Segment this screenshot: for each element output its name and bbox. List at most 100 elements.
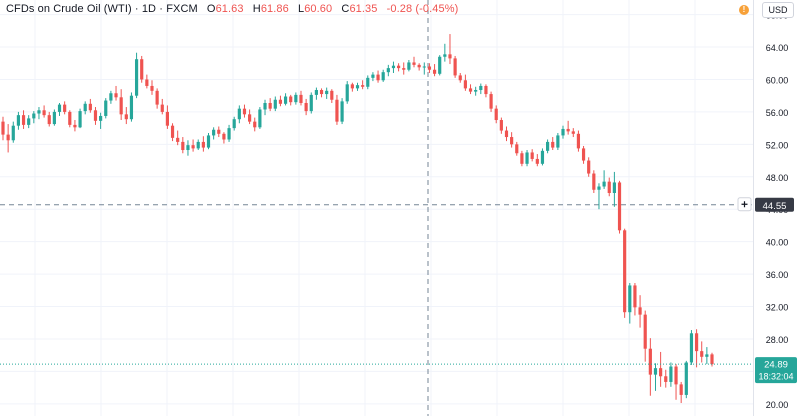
candle-body (546, 141, 550, 151)
crosshair-price-tag (755, 197, 794, 212)
candle-body (32, 113, 36, 119)
candle-body (381, 72, 385, 81)
candle-body (566, 128, 570, 132)
interval-label[interactable]: 1D (141, 3, 157, 15)
candle-body (648, 348, 652, 375)
last-price-tag (755, 357, 797, 384)
candle-body (653, 368, 658, 375)
candle-body (623, 230, 627, 313)
candle-body (283, 96, 288, 104)
candle-body (150, 85, 154, 91)
crosshair-price-label: 44.55 (763, 201, 787, 212)
candle-body (73, 124, 77, 128)
candle-body (489, 94, 493, 109)
symbol-legend: CFDs on Crude Oil (WTI) · 1D · FXCM O61.… (6, 3, 459, 15)
candle-body (535, 158, 539, 164)
y-tick-label: 64.00 (766, 43, 789, 53)
candle-body (294, 94, 298, 103)
candle-body (366, 77, 370, 87)
candle-body (212, 129, 216, 136)
candle-body (63, 104, 67, 112)
y-tick-label: 36.00 (766, 270, 789, 280)
bar-countdown-label: 18:32:04 (758, 372, 793, 382)
candle-body (6, 134, 10, 141)
exclamation-icon[interactable]: ! (739, 5, 749, 15)
candle-body (21, 115, 26, 125)
candle-body (397, 65, 401, 69)
candle-body (463, 80, 467, 89)
candle-body (710, 354, 714, 365)
candle-body (145, 79, 149, 86)
candle-body (114, 93, 118, 98)
plus-icon-glyph (741, 201, 748, 208)
close-label: C (341, 3, 350, 15)
candle-body (258, 109, 262, 128)
y-tick-label: 56.00 (766, 108, 789, 118)
candle-body (170, 125, 175, 138)
candle-body (350, 84, 354, 89)
candle-body (587, 160, 591, 174)
candle-body (474, 90, 478, 92)
candle-body (129, 95, 134, 120)
candle-body (448, 54, 452, 59)
candle-body (140, 59, 144, 80)
high-value: 61.86 (260, 3, 289, 15)
candle-body (438, 56, 442, 74)
candle-body (325, 90, 329, 95)
candle-body (643, 314, 647, 349)
candle-body (432, 69, 437, 74)
candle-body (592, 173, 596, 190)
candle-body (659, 368, 663, 377)
y-tick-label: 52.00 (766, 140, 789, 150)
candle-body (299, 94, 303, 103)
candle-body (510, 137, 514, 145)
candle-body (391, 65, 396, 69)
candle-body (355, 85, 360, 89)
candle-body (330, 90, 334, 100)
candle-body (237, 108, 241, 120)
candle-body (278, 99, 283, 104)
candle-body (181, 141, 185, 151)
candle-body (263, 102, 267, 110)
candle-body (201, 141, 205, 148)
exchange-label: FXCM (166, 3, 198, 15)
y-tick-label: 40.00 (766, 238, 789, 248)
currency-button[interactable]: USD (762, 2, 794, 18)
candle-body (155, 90, 159, 105)
candle-body (633, 285, 637, 308)
candle-body (27, 118, 31, 125)
low-value: 60.60 (304, 3, 333, 15)
candle-body (42, 110, 46, 116)
candle-body (345, 84, 349, 102)
candle-body (576, 133, 581, 149)
candle-body (443, 54, 447, 57)
symbol-name[interactable]: CFDs on Crude Oil (WTI) (6, 3, 132, 15)
candle-body (412, 62, 416, 65)
candle-body (422, 66, 426, 68)
candle-body (525, 152, 529, 164)
candle-body (602, 181, 606, 187)
candle-body (186, 145, 190, 151)
candle-body (88, 103, 92, 111)
y-tick-label: 32.00 (766, 303, 789, 313)
candle-body (417, 64, 421, 68)
candle-body (694, 333, 699, 352)
candle-body (253, 121, 257, 128)
candle-body (556, 135, 560, 148)
candle-body (607, 181, 611, 193)
candle-body (232, 119, 236, 129)
candle-body (47, 115, 51, 125)
candle-body (530, 152, 534, 159)
candle-body (520, 153, 524, 164)
candle-body (628, 285, 632, 313)
candle-body (176, 137, 180, 142)
candle-body (494, 108, 498, 121)
candle-body (104, 100, 108, 116)
candle-body (248, 114, 252, 122)
candle-body (206, 135, 211, 148)
candle-body (119, 97, 123, 115)
candle-body (361, 85, 365, 87)
candle-body (304, 102, 308, 112)
candle-body (289, 96, 293, 103)
